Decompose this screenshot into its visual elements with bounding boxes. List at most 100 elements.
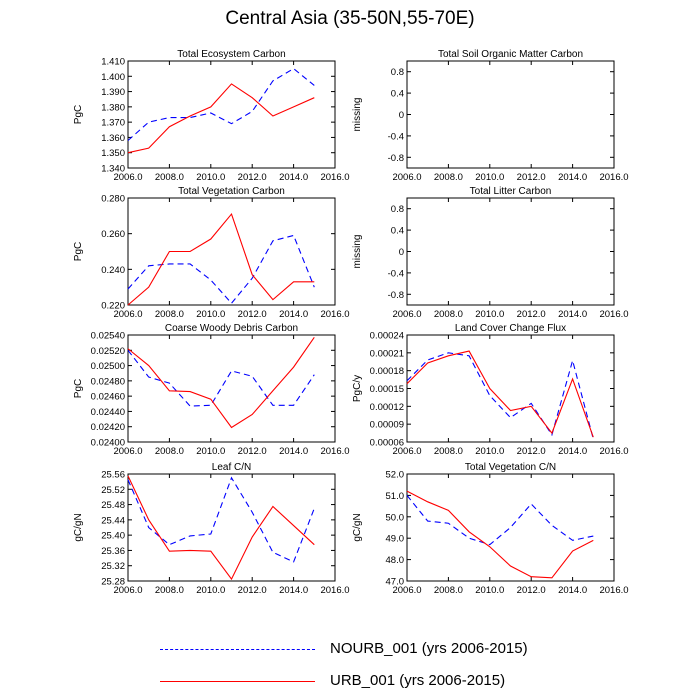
y-tick-label: 0.00015 xyxy=(370,384,404,395)
x-tick-label: 2014.0 xyxy=(279,309,308,320)
series-line-nourb-001 xyxy=(127,349,315,407)
y-tick-label: 0.00006 xyxy=(370,438,404,449)
y-tick-label: 1.360 xyxy=(101,133,125,144)
y-tick-label: 49.0 xyxy=(386,534,405,545)
x-tick-label: 2014.0 xyxy=(558,446,587,457)
legend-line-dashed xyxy=(160,649,315,650)
y-axis-label: missing xyxy=(352,98,363,132)
y-tick-label: 0.02460 xyxy=(91,392,125,403)
x-tick-label: 2016.0 xyxy=(599,172,628,183)
y-tick-label: 0.02480 xyxy=(91,376,125,387)
y-tick-label: 0.4 xyxy=(391,89,404,100)
x-tick-label: 2008.0 xyxy=(434,585,463,596)
y-tick-label: 52.0 xyxy=(386,470,405,481)
series-line-nourb-001 xyxy=(406,495,594,546)
x-tick-label: 2016.0 xyxy=(599,309,628,320)
y-tick-label: 0.02520 xyxy=(91,346,125,357)
x-tick-label: 2014.0 xyxy=(279,172,308,183)
y-tick-label: 51.0 xyxy=(386,491,405,502)
y-tick-label: 1.380 xyxy=(101,102,125,113)
x-tick-label: 2010.0 xyxy=(475,446,504,457)
y-tick-label: 0 xyxy=(399,247,404,258)
y-tick-label: 0.02500 xyxy=(91,361,125,372)
y-tick-label: 0.8 xyxy=(391,67,404,78)
page-title: Central Asia (35-50N,55-70E) xyxy=(225,8,475,29)
y-tick-label: 50.0 xyxy=(386,512,405,523)
x-tick-label: 2008.0 xyxy=(155,585,184,596)
x-tick-label: 2016.0 xyxy=(320,446,349,457)
x-tick-label: 2016.0 xyxy=(320,585,349,596)
y-tick-label: 0.4 xyxy=(391,226,404,237)
y-axis-label: PgC xyxy=(73,379,84,398)
x-tick-label: 2014.0 xyxy=(558,585,587,596)
chart-panel: Total Vegetation C/N 47.0 48.0 49.0 50.0 51.0… xyxy=(352,462,629,596)
legend-label-nourb: NOURB_001 (yrs 2006-2015) xyxy=(330,640,528,657)
plot-frame xyxy=(406,197,615,306)
x-tick-label: 2010.0 xyxy=(196,585,225,596)
plot-frame xyxy=(127,60,336,169)
y-tick-label: 0.02440 xyxy=(91,407,125,418)
chart-title: Total Soil Organic Matter Carbon xyxy=(438,49,583,60)
x-tick-label: 2014.0 xyxy=(279,585,308,596)
y-axis-label: missing xyxy=(352,235,363,269)
y-tick-label: 1.400 xyxy=(101,72,125,83)
y-tick-label: 48.0 xyxy=(386,555,405,566)
y-tick-label: 1.410 xyxy=(101,57,125,68)
y-axis-label: PgC xyxy=(73,105,84,124)
chart-title: Total Ecosystem Carbon xyxy=(177,49,285,60)
y-tick-label: 25.48 xyxy=(101,500,125,511)
x-tick-label: 2016.0 xyxy=(320,172,349,183)
series-line-nourb-001 xyxy=(127,234,315,305)
y-tick-label: 25.40 xyxy=(101,531,125,542)
y-tick-label: 0.260 xyxy=(101,229,125,240)
y-tick-label: 0 xyxy=(399,110,404,121)
y-tick-label: 25.56 xyxy=(101,470,125,481)
chart-panel: Leaf C/N 25.28 25.32 25.36 25.40 25.44 25.48 25… xyxy=(73,462,350,596)
x-tick-label: 2008.0 xyxy=(155,446,184,457)
x-tick-label: 2014.0 xyxy=(558,309,587,320)
y-axis-label: PgC/y xyxy=(352,375,363,402)
x-tick-label: 2006.0 xyxy=(113,309,142,320)
x-tick-label: 2010.0 xyxy=(196,172,225,183)
series-line-urb-001 xyxy=(127,212,315,306)
plot-frame xyxy=(127,473,336,582)
chart-panel: Total Ecosystem Carbon 1.340 1.350 1.360 1.3… xyxy=(73,49,350,183)
x-tick-label: 2016.0 xyxy=(320,309,349,320)
x-tick-label: 2016.0 xyxy=(599,446,628,457)
x-tick-label: 2006.0 xyxy=(113,172,142,183)
series-line-urb-001 xyxy=(127,336,315,429)
chart-panel: Total Vegetation Carbon 0.220 0.240 0.260 0.… xyxy=(73,186,350,320)
chart-panel: Total Soil Organic Matter Carbon 0.8 0.4 0 -… xyxy=(352,49,629,183)
y-tick-label: 25.28 xyxy=(101,577,125,588)
x-tick-label: 2012.0 xyxy=(238,309,267,320)
y-tick-label: 1.350 xyxy=(101,148,125,159)
x-tick-label: 2012.0 xyxy=(517,585,546,596)
series-line-urb-001 xyxy=(127,475,315,581)
series-line-urb-001 xyxy=(127,83,315,154)
x-tick-label: 2014.0 xyxy=(279,446,308,457)
y-tick-label: 0.02540 xyxy=(91,331,125,342)
y-axis-label: gC/gN xyxy=(352,513,363,541)
series-line-nourb-001 xyxy=(406,352,594,440)
y-tick-label: 0.00021 xyxy=(370,348,404,359)
x-tick-label: 2008.0 xyxy=(434,309,463,320)
plot-frame xyxy=(406,60,615,169)
y-tick-label: 0.02420 xyxy=(91,422,125,433)
x-tick-label: 2010.0 xyxy=(475,585,504,596)
x-tick-label: 2008.0 xyxy=(155,309,184,320)
series-line-nourb-001 xyxy=(127,476,315,563)
y-tick-label: 1.370 xyxy=(101,118,125,129)
x-tick-label: 2006.0 xyxy=(392,309,421,320)
y-axis-label: gC/gN xyxy=(73,513,84,541)
series-line-nourb-001 xyxy=(127,67,315,141)
y-tick-label: 0.220 xyxy=(101,301,125,312)
x-tick-label: 2006.0 xyxy=(392,446,421,457)
y-tick-label: -0.8 xyxy=(388,153,404,164)
x-tick-label: 2006.0 xyxy=(392,172,421,183)
y-tick-label: 25.44 xyxy=(101,515,125,526)
x-tick-label: 2012.0 xyxy=(517,309,546,320)
chart-title: Total Vegetation C/N xyxy=(465,462,556,473)
y-tick-label: 25.36 xyxy=(101,546,125,557)
chart-panel: Land Cover Change Flux 0.00006 0.00009 0.00… xyxy=(352,323,629,457)
